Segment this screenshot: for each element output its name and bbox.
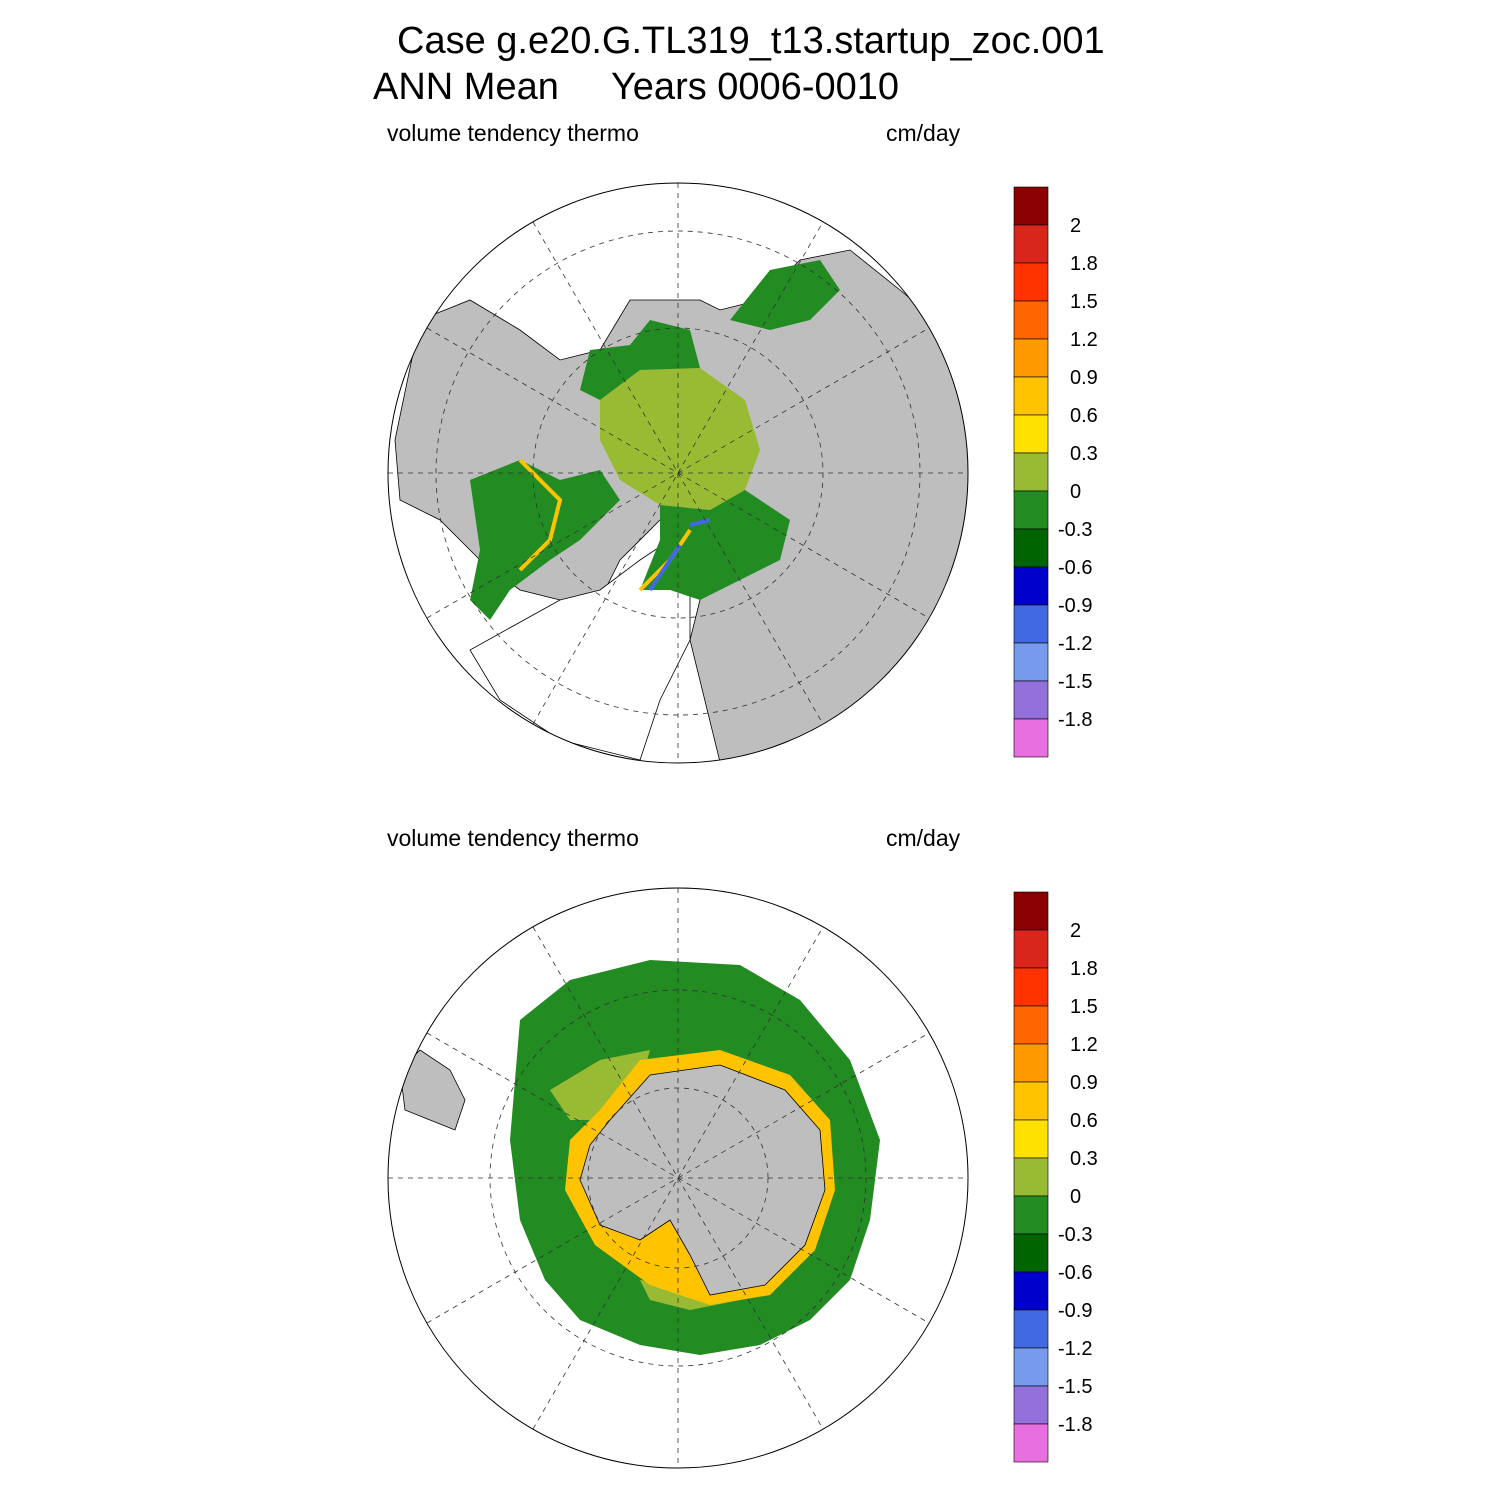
south-colorbar-tick-label: 0.9 [1070,1072,1098,1094]
north-ice-edge-blue [648,518,711,592]
north-colorbar-swatch [1013,642,1049,682]
south-colorbar-tick-label: -0.9 [1058,1300,1092,1322]
north-ice-margin-barents [640,490,790,600]
north-colorbar-swatch [1013,262,1049,302]
south-colorbar-swatch [1013,1385,1049,1425]
south-colorbar-tick-label: 0.6 [1070,1110,1098,1132]
north-colorbar-swatch [1013,224,1049,264]
south-graticule [388,888,968,1468]
south-colorbar-tick-label: 1.2 [1070,1034,1098,1056]
north-ocean-atlantic [469,539,691,761]
south-colorbar-swatch [1013,1005,1049,1045]
north-polar-map [387,182,969,764]
south-colorbar-tick-label: 0.3 [1070,1148,1098,1170]
north-colorbar-swatch [1013,452,1049,492]
south-land-antarctica [579,1064,826,1296]
south-colorbar-swatch [1013,891,1049,931]
north-colorbar-tick-label: 0.9 [1070,367,1098,389]
north-graticule [388,183,968,763]
south-colorbar-swatch [1013,929,1049,969]
south-colorbar: 2 1.8 1.5 1.2 0.9 0.6 0.3 0 -0.3 -0.6 -0.9 -1.2 -1.5… [1013,891,1098,1463]
north-ice-central [600,368,760,510]
south-colorbar-tick-label: -0.6 [1058,1262,1092,1284]
south-polar-map [387,887,969,1469]
north-colorbar-tick-label: 0 [1070,481,1081,503]
south-colorbar-swatch [1013,1233,1049,1273]
north-colorbar-tick-label: -0.9 [1058,595,1092,617]
north-colorbar-tick-label: -1.2 [1058,633,1092,655]
north-colorbar-swatch [1013,414,1049,454]
north-panel-units-label: cm/day [886,120,961,146]
south-map-boundary [387,887,969,1469]
north-panel-variable-label: volume tendency thermo [387,120,639,146]
south-colorbar-tick-label: 1.8 [1070,958,1098,980]
north-colorbar-tick-label: -1.8 [1058,709,1092,731]
south-colorbar-tick-label: 0 [1070,1186,1081,1208]
south-panel-units-label: cm/day [886,825,961,851]
south-colorbar-swatch [1013,1195,1049,1235]
north-colorbar-tick-label: -1.5 [1058,671,1092,693]
north-colorbar-tick-label: -0.6 [1058,557,1092,579]
north-colorbar-tick-label: 1.2 [1070,329,1098,351]
south-colorbar-tick-label: -1.5 [1058,1376,1092,1398]
south-colorbar-tick-label: 1.5 [1070,996,1098,1018]
south-colorbar-swatch [1013,1043,1049,1083]
south-colorbar-swatch [1013,1081,1049,1121]
south-colorbar-tick-label: -0.3 [1058,1224,1092,1246]
north-colorbar-tick-label: -0.3 [1058,519,1092,541]
figure-title-case: Case g.e20.G.TL319_t13.startup_zoc.001 [397,20,1105,62]
north-colorbar-tick-label: 1.5 [1070,291,1098,313]
north-colorbar-tick-label: 2 [1070,215,1081,237]
north-colorbar-swatch [1013,604,1049,644]
south-panel-variable-label: volume tendency thermo [387,825,639,851]
north-colorbar: 2 1.8 1.5 1.2 0.9 0.6 0.3 0 -0.3 -0.6 -0.9 -1.2 -1.5… [1013,186,1098,758]
north-ice-margin-pacific [580,320,700,400]
north-colorbar-swatch [1013,528,1049,568]
south-colorbar-swatch [1013,1309,1049,1349]
south-colorbar-swatch [1013,967,1049,1007]
south-colorbar-swatch [1013,1157,1049,1197]
south-land-south-america [399,1049,466,1131]
north-colorbar-tick-label: 0.3 [1070,443,1098,465]
north-colorbar-swatch [1013,376,1049,416]
north-colorbar-swatch [1013,186,1049,226]
north-colorbar-swatch [1013,490,1049,530]
north-ice-margin-labrador [470,460,620,620]
south-colorbar-swatch [1013,1119,1049,1159]
south-colorbar-swatch [1013,1423,1049,1463]
north-colorbar-tick-label: 1.8 [1070,253,1098,275]
north-colorbar-swatch [1013,338,1049,378]
north-colorbar-swatch [1013,300,1049,340]
north-map-boundary [387,182,969,764]
north-colorbar-swatch [1013,566,1049,606]
north-colorbar-tick-label: 0.6 [1070,405,1098,427]
north-colorbar-swatch [1013,680,1049,720]
north-ice-okhotsk [730,260,840,330]
south-colorbar-swatch [1013,1347,1049,1387]
south-colorbar-swatch [1013,1271,1049,1311]
north-colorbar-swatch [1013,718,1049,758]
south-colorbar-tick-label: -1.8 [1058,1414,1092,1436]
south-colorbar-tick-label: 2 [1070,920,1081,942]
figure-title-period: ANN Mean Years 0006-0010 [373,66,900,108]
south-colorbar-tick-label: -1.2 [1058,1338,1092,1360]
